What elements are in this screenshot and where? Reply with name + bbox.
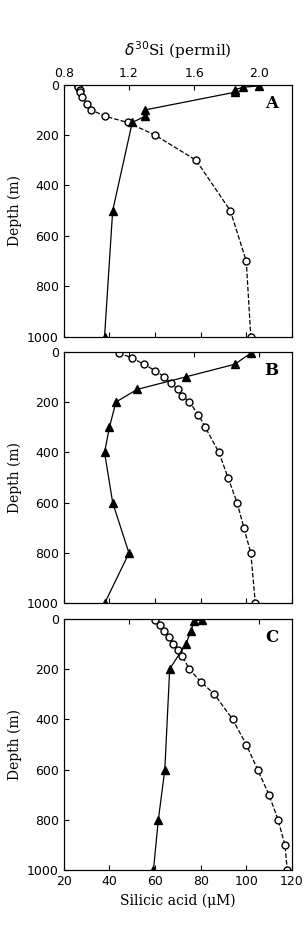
Text: $\delta^{30}$Si (permil): $\delta^{30}$Si (permil) <box>124 40 232 61</box>
Text: A: A <box>265 95 278 112</box>
Y-axis label: Depth (m): Depth (m) <box>7 442 22 513</box>
Y-axis label: Depth (m): Depth (m) <box>7 175 22 247</box>
Text: B: B <box>264 361 278 378</box>
Y-axis label: Depth (m): Depth (m) <box>7 709 22 780</box>
X-axis label: Silicic acid (μM): Silicic acid (μM) <box>120 894 236 908</box>
Text: C: C <box>265 629 278 646</box>
